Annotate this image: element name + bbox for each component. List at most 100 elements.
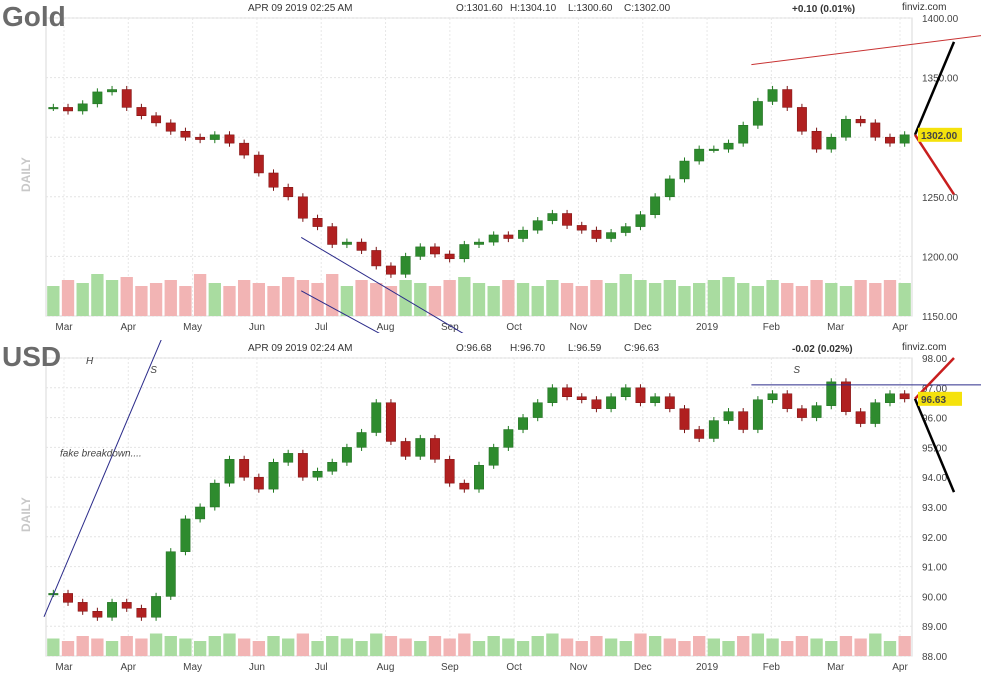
x-tick-label: Apr: [121, 322, 137, 333]
volume-bar: [795, 636, 809, 656]
candle-body: [694, 429, 705, 439]
candle-body: [650, 196, 661, 215]
trendline: [751, 35, 981, 66]
candle-body: [239, 459, 250, 478]
x-tick-label: Jun: [249, 662, 265, 673]
candle-body: [679, 160, 690, 180]
candle-body: [121, 602, 132, 609]
volume-bar: [854, 280, 867, 316]
volume-bar: [384, 286, 398, 316]
volume-bar: [722, 641, 735, 656]
y-tick-label: 89.00: [922, 622, 947, 633]
volume-bar: [487, 636, 500, 656]
candle-body: [253, 154, 264, 174]
volume-bar: [472, 283, 486, 316]
y-tick-label: 1200.00: [922, 252, 959, 263]
volume-bar: [781, 641, 794, 656]
volume-bar: [531, 286, 544, 316]
candle-body: [385, 265, 396, 275]
candle-body: [341, 241, 352, 245]
volume-bar: [898, 636, 911, 656]
candle-body: [268, 172, 279, 188]
volume-bar: [282, 638, 295, 656]
candle-body: [327, 226, 338, 245]
y-tick-label: 1250.00: [922, 193, 959, 204]
volume-bar: [707, 638, 721, 656]
volume-bar: [546, 280, 559, 316]
x-tick-label: 2019: [696, 662, 719, 673]
side-label: DAILY: [19, 497, 33, 532]
volume-bar: [208, 636, 221, 656]
gold-chart-panel: 1400.001350.001300.001250.001200.001150.…: [0, 0, 981, 333]
volume-bar: [252, 641, 265, 656]
candle-body: [841, 381, 851, 412]
candle-body: [224, 459, 235, 484]
volume-bar: [61, 641, 75, 656]
volume-bar: [502, 638, 515, 656]
volume-bar: [810, 638, 823, 656]
candle-body: [48, 107, 59, 110]
candle-body: [474, 241, 484, 245]
candle-body: [591, 399, 602, 409]
annotation: H: [86, 356, 94, 367]
x-tick-label: May: [183, 662, 202, 673]
volume-bar: [428, 636, 442, 656]
candle-body: [518, 417, 528, 430]
y-tick-label: 92.00: [922, 533, 947, 544]
candle-body: [635, 214, 646, 227]
volume-bar: [164, 636, 177, 656]
symbol-title: Gold: [2, 1, 66, 32]
volume-bar: [869, 633, 882, 656]
candle-body: [488, 234, 499, 243]
candle-body: [151, 596, 162, 618]
candle-body: [444, 459, 455, 484]
candle-body: [371, 402, 382, 433]
volume-bar: [164, 280, 177, 316]
candle-body: [400, 441, 411, 457]
candle-body: [899, 393, 910, 400]
x-tick-label: Mar: [55, 322, 73, 333]
candle-body: [752, 101, 763, 126]
volume-bar: [105, 641, 119, 656]
volume-bar: [487, 286, 500, 316]
volume-bar: [825, 283, 838, 316]
volume-bar: [619, 274, 632, 316]
volume-bar: [179, 286, 192, 316]
x-tick-label: Oct: [506, 322, 522, 333]
volume-bar: [370, 283, 383, 316]
volume-bar: [282, 277, 295, 316]
gold-chart: 1400.001350.001300.001250.001200.001150.…: [2, 1, 981, 333]
candle-body: [899, 134, 910, 144]
candle-body: [209, 134, 220, 140]
candle-body: [341, 447, 352, 463]
candle-body: [385, 402, 396, 442]
candle-body: [136, 608, 147, 618]
candle-body: [562, 387, 573, 397]
candle-body: [870, 122, 881, 138]
volume-bar: [634, 633, 647, 656]
candle-body: [239, 142, 250, 156]
candle-body: [562, 213, 573, 226]
volume-bar: [414, 641, 427, 656]
volume-bar: [237, 280, 251, 316]
current-price-label: 1302.00: [921, 131, 958, 142]
volume-bar: [399, 638, 412, 656]
candle-body: [679, 408, 690, 430]
volume-bar: [237, 638, 251, 656]
volume-bar: [193, 274, 207, 316]
volume-bar: [883, 641, 897, 656]
volume-bar: [781, 283, 794, 316]
candle-body: [430, 438, 440, 460]
volume-bar: [810, 280, 823, 316]
x-tick-label: Nov: [570, 322, 588, 333]
volume-bar: [91, 274, 104, 316]
volume-bar: [135, 638, 148, 656]
volume-bar: [355, 280, 368, 316]
candle-body: [767, 89, 778, 102]
volume-bar: [839, 636, 853, 656]
side-label: DAILY: [19, 157, 33, 192]
candle-body: [430, 246, 440, 255]
candle-body: [474, 465, 484, 490]
volume-bar: [883, 280, 897, 316]
volume-bar: [854, 638, 867, 656]
